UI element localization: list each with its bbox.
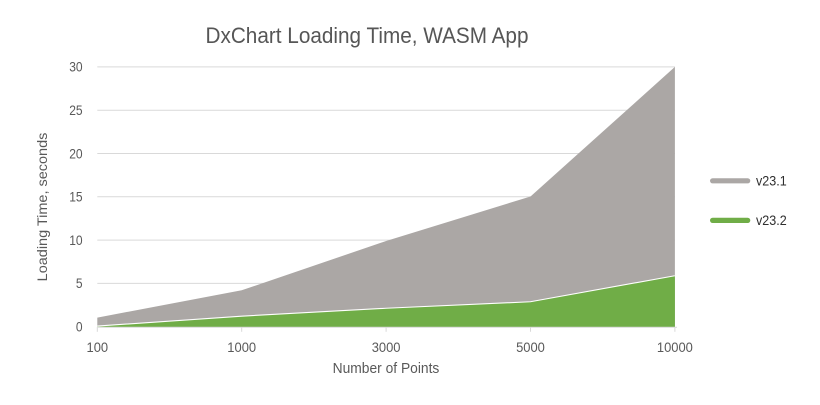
svg-text:v23.2: v23.2: [756, 212, 787, 228]
svg-text:30: 30: [69, 59, 83, 75]
svg-text:5: 5: [76, 275, 83, 291]
svg-text:20: 20: [69, 145, 83, 161]
svg-text:100: 100: [87, 339, 109, 355]
svg-text:5000: 5000: [516, 339, 545, 355]
svg-text:v23.1: v23.1: [756, 173, 787, 189]
svg-text:10000: 10000: [657, 339, 693, 355]
svg-text:0: 0: [76, 319, 83, 335]
svg-text:10: 10: [69, 232, 83, 248]
svg-text:DxChart Loading Time, WASM App: DxChart Loading Time, WASM App: [206, 23, 529, 48]
svg-text:1000: 1000: [227, 339, 256, 355]
svg-text:Number of Points: Number of Points: [333, 360, 440, 377]
svg-text:Loading Time, seconds: Loading Time, seconds: [34, 133, 50, 282]
svg-text:3000: 3000: [372, 339, 401, 355]
svg-text:15: 15: [69, 189, 83, 205]
svg-text:25: 25: [69, 102, 83, 118]
